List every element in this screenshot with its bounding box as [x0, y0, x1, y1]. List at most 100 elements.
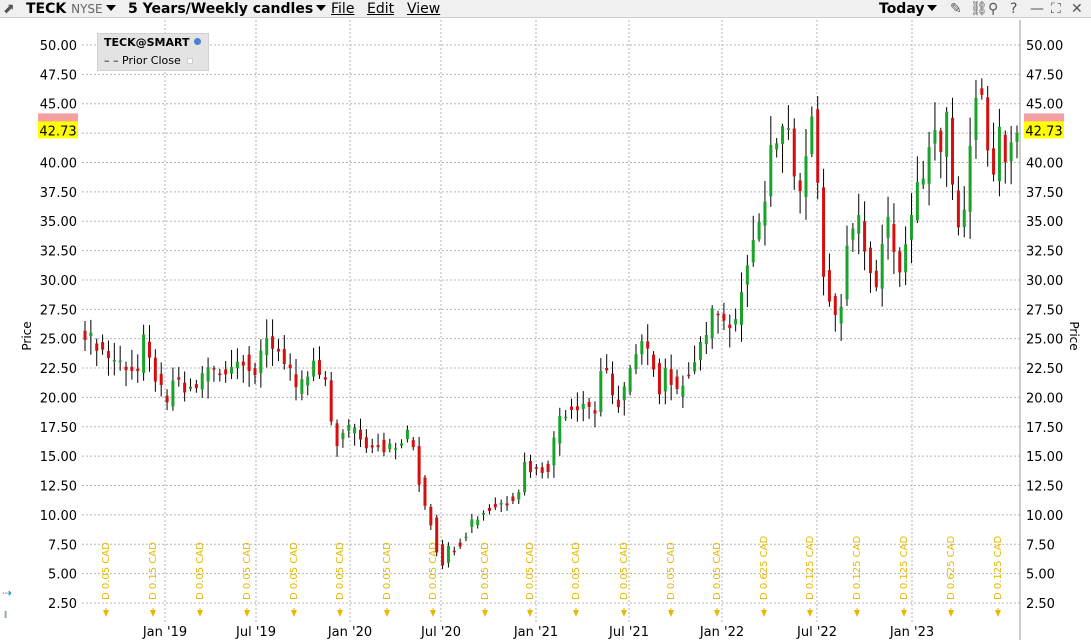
candle-body — [230, 367, 233, 374]
candle-body — [353, 427, 356, 433]
symbol-label: TECK — [26, 1, 66, 17]
candle-body — [980, 88, 983, 95]
tick-label: Jan '21 — [513, 625, 558, 640]
minimize-icon[interactable]: — — [1030, 1, 1044, 17]
candle-body — [640, 341, 643, 354]
candle-body — [705, 335, 708, 344]
candle-body — [939, 131, 942, 152]
candle-body — [822, 187, 825, 276]
legend-prior-close: Prior Close — [122, 54, 181, 67]
range-selector[interactable]: Today — [879, 1, 937, 17]
candle-body — [336, 423, 339, 446]
candle-body — [535, 467, 538, 469]
price-axis-title-left: Price — [20, 321, 34, 350]
candle-body — [476, 520, 479, 525]
candle-body — [711, 308, 714, 338]
candle-body — [459, 543, 462, 547]
candle-body — [986, 97, 989, 150]
chart-app-icon: ⬈ — [3, 1, 15, 17]
chevron-down-icon — [106, 5, 116, 11]
menu-edit[interactable]: Edit — [367, 1, 394, 17]
chart-toolbar: ⬈ TECK NYSE 5 Years/Weekly candles File … — [0, 0, 1091, 18]
dividend-label: D 0.05 CAD — [289, 542, 300, 600]
candle-body — [840, 307, 843, 324]
candle-body — [283, 349, 286, 364]
menu-view[interactable]: View — [407, 1, 440, 17]
candle-body — [558, 416, 561, 443]
candle-body — [312, 361, 315, 377]
candle-body — [107, 351, 110, 358]
candle-body — [974, 98, 977, 140]
candle-body — [851, 229, 854, 240]
dividend-label: D 0.05 CAD — [195, 542, 206, 600]
tick-label: 47.50 — [1026, 68, 1063, 83]
tick-label: 22.50 — [1026, 362, 1063, 377]
candle-body — [183, 383, 186, 393]
tick-label: 12.50 — [1026, 480, 1063, 495]
close-icon[interactable]: ✕ — [1071, 1, 1083, 17]
legend-contract: TECK@SMART — [104, 36, 189, 49]
tick-label: 27.50 — [1026, 303, 1063, 318]
maximize-icon[interactable]: ⛶ — [1051, 1, 1061, 17]
candle-body — [154, 358, 157, 382]
candle-body — [125, 367, 128, 370]
candle-body — [746, 265, 749, 284]
checkbox-icon[interactable] — [187, 58, 193, 64]
time-axis: Jan '19 Jul '19 Jan '20 Jul '20 Jan '21 Jul '… — [142, 625, 934, 640]
price-chart[interactable]: D 0.05 CAD D 0.15 CAD D 0.05 CAD D 0.05 CAD… — [0, 18, 1091, 644]
period-label: 5 Years/Weekly candles — [128, 1, 313, 17]
candle-body — [734, 319, 737, 324]
candle-body — [933, 130, 936, 144]
tick-label: 10.00 — [40, 509, 77, 524]
scale-icon[interactable]: ╻ — [2, 604, 9, 618]
tick-label: 50.00 — [1026, 39, 1063, 54]
crosshair-icon[interactable]: ⇢ — [2, 586, 12, 600]
candle-body — [605, 368, 608, 370]
candle-body — [793, 128, 796, 176]
candle-body — [406, 430, 409, 439]
pin-icon[interactable]: ⚲ — [988, 1, 998, 17]
tick-label: 50.00 — [40, 39, 77, 54]
candle-body — [435, 518, 438, 553]
candle-body — [423, 477, 426, 505]
dividend-label: D 0.05 CAD — [525, 542, 536, 600]
tick-label: 5.00 — [1026, 568, 1055, 583]
candle-body — [570, 407, 573, 410]
help-icon[interactable]: ? — [1010, 1, 1017, 17]
dividend-label: D 0.625 CAD — [946, 535, 957, 600]
candle-body — [1004, 135, 1007, 162]
price-axis-title-right: Price — [1067, 321, 1081, 350]
tick-label: 10.00 — [1026, 509, 1063, 524]
candle-body — [529, 461, 532, 472]
candle-body — [84, 331, 87, 340]
tick-label: Jan '19 — [142, 625, 187, 640]
candle-body — [846, 246, 849, 300]
tick-label: 35.00 — [1026, 215, 1063, 230]
candle-body — [394, 448, 397, 450]
candle-body — [447, 546, 450, 563]
candle-body — [242, 362, 245, 366]
tick-label: Jul '19 — [235, 625, 276, 640]
symbol-selector[interactable]: TECK NYSE — [26, 1, 116, 17]
candle-body — [441, 544, 444, 565]
menu-file[interactable]: File — [331, 1, 354, 17]
chart-legend[interactable]: TECK@SMART – – Prior Close — [97, 33, 209, 71]
candle-body — [207, 367, 210, 381]
candle-body — [969, 146, 972, 212]
candle-body — [412, 440, 415, 447]
candle-body — [506, 503, 509, 505]
candle-body — [371, 445, 374, 447]
tick-label: 15.00 — [1026, 450, 1063, 465]
dividend-label: D 0.05 CAD — [382, 542, 393, 600]
period-selector[interactable]: 5 Years/Weekly candles — [128, 1, 326, 17]
tick-label: 32.50 — [1026, 245, 1063, 260]
candle-body — [195, 384, 198, 388]
link-icon[interactable]: ⛓ — [970, 1, 988, 17]
chevron-down-icon — [927, 5, 937, 11]
candle-body — [752, 240, 755, 262]
candle-body — [177, 377, 180, 379]
tick-label: 5.00 — [48, 568, 77, 583]
candle-body — [676, 377, 679, 389]
wrench-icon[interactable]: ✎ — [950, 1, 962, 17]
last-price-label: 42.73 — [39, 124, 76, 139]
